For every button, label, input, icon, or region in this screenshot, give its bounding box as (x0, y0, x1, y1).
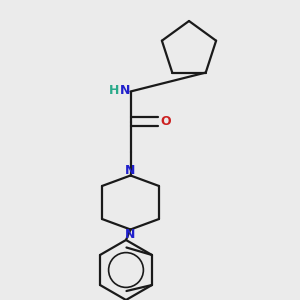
Text: H: H (109, 83, 119, 97)
Text: N: N (120, 83, 130, 97)
Text: N: N (125, 228, 136, 242)
Text: N: N (125, 164, 136, 177)
Text: O: O (160, 115, 171, 128)
